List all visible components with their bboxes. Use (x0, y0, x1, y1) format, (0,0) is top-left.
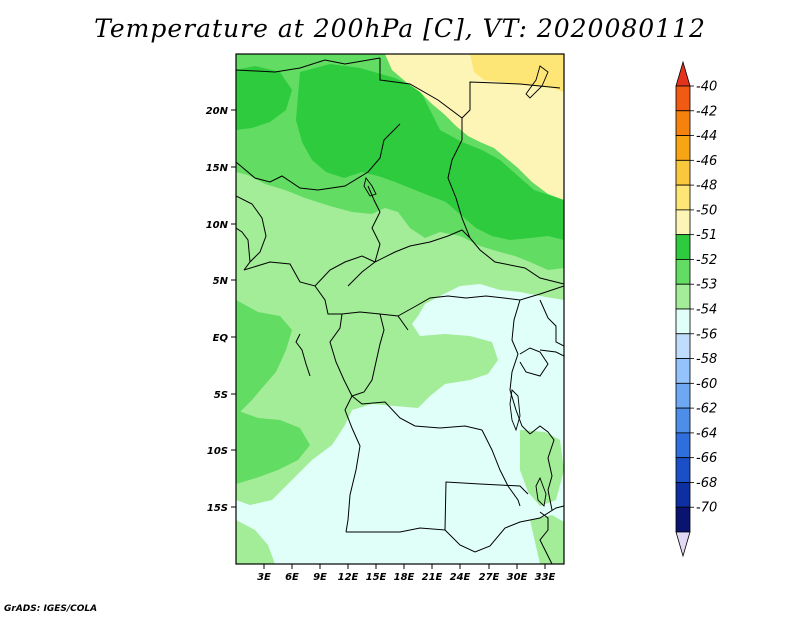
lon-label: 21E (422, 572, 443, 583)
colorbar-swatch (675, 234, 691, 260)
lon-label: 15E (366, 572, 387, 583)
credit-text: GrADS: IGES/COLA (4, 604, 98, 614)
colorbar-swatch (675, 135, 691, 161)
lat-label: 15N (206, 163, 229, 174)
colorbar-label: -40 (696, 80, 717, 95)
colorbar-label: -48 (696, 179, 717, 194)
colorbar-swatch (675, 333, 691, 359)
colorbar-label: -53 (696, 278, 717, 293)
lon-label: 9E (313, 572, 327, 583)
colorbar-bottom-arrow (675, 531, 691, 558)
map-title: Temperature at 200hPa [C], VT: 202008011… (94, 14, 706, 43)
colorbar-label: -56 (696, 327, 717, 342)
colorbar-swatch (675, 506, 691, 533)
colorbar: -40 -42 -44 -46 -48 -50 -51 -52 -53 -54 -56 -58 -60 -… (675, 60, 717, 558)
lon-label: 3E (257, 572, 271, 583)
lakes (363, 65, 549, 507)
lon-label: 18E (394, 572, 415, 583)
lon-label: 33E (535, 572, 556, 583)
lat-label: EQ (213, 333, 229, 344)
colorbar-label: -52 (696, 253, 717, 268)
colorbar-swatch (675, 209, 691, 236)
colorbar-swatch (675, 382, 691, 409)
colorbar-label: -58 (696, 352, 717, 367)
band-53-54-se (530, 515, 564, 564)
colorbar-label: -70 (696, 501, 717, 516)
colorbar-swatch (675, 283, 691, 310)
lat-axis: 20N 15N 10N 5N EQ 5S 10S 15S (206, 106, 236, 514)
colorbar-swatch (675, 85, 691, 112)
colorbar-swatch (675, 457, 691, 483)
colorbar-label: -66 (696, 451, 717, 466)
band-48-50 (470, 54, 564, 92)
map-frame (235, 53, 565, 565)
temperature-field (236, 54, 564, 564)
colorbar-swatch (675, 159, 691, 186)
colorbar-label: -44 (696, 129, 717, 144)
lat-label: 10S (207, 446, 228, 457)
colorbar-label: -50 (696, 203, 717, 218)
lon-label: 6E (285, 572, 299, 583)
colorbar-label: -54 (696, 303, 717, 318)
colorbar-swatch (675, 407, 691, 434)
band-50-51 (385, 54, 564, 200)
colorbar-label: -62 (696, 402, 717, 417)
colorbar-swatch (675, 482, 691, 508)
lat-label: 20N (206, 106, 229, 117)
band-53-54-south (236, 520, 275, 564)
colorbar-swatch (675, 432, 691, 459)
colorbar-swatch (675, 110, 691, 136)
colorbar-label: -60 (696, 377, 717, 392)
colorbar-label: -46 (696, 154, 717, 169)
colorbar-swatch (675, 184, 691, 211)
lat-label: 10N (206, 220, 229, 231)
colorbar-top-arrow (675, 60, 691, 87)
band-51-52 (296, 64, 564, 240)
colorbar-swatch (675, 358, 691, 384)
lon-label: 30E (507, 572, 528, 583)
colorbar-swatch (675, 259, 691, 285)
lon-label: 24E (450, 572, 471, 583)
band-52-53-coast (236, 410, 310, 484)
lat-label: 15S (207, 503, 228, 514)
colorbar-label: -68 (696, 476, 717, 491)
band-53-54-east (520, 430, 564, 506)
lon-label: 12E (338, 572, 359, 583)
country-borders (236, 57, 564, 564)
colorbar-swatch (675, 308, 691, 335)
lat-label: 5N (213, 276, 229, 287)
lat-label: 5S (214, 390, 228, 401)
lon-axis: 3E 6E 9E 12E 15E 18E 21E 24E 27E 30E 33E (257, 564, 556, 583)
band-51-52-west (236, 66, 292, 130)
colorbar-label: -42 (696, 104, 717, 119)
band-52-53-west (236, 300, 292, 412)
lon-label: 27E (479, 572, 500, 583)
colorbar-label: -64 (696, 426, 717, 441)
colorbar-label: -51 (696, 228, 717, 243)
